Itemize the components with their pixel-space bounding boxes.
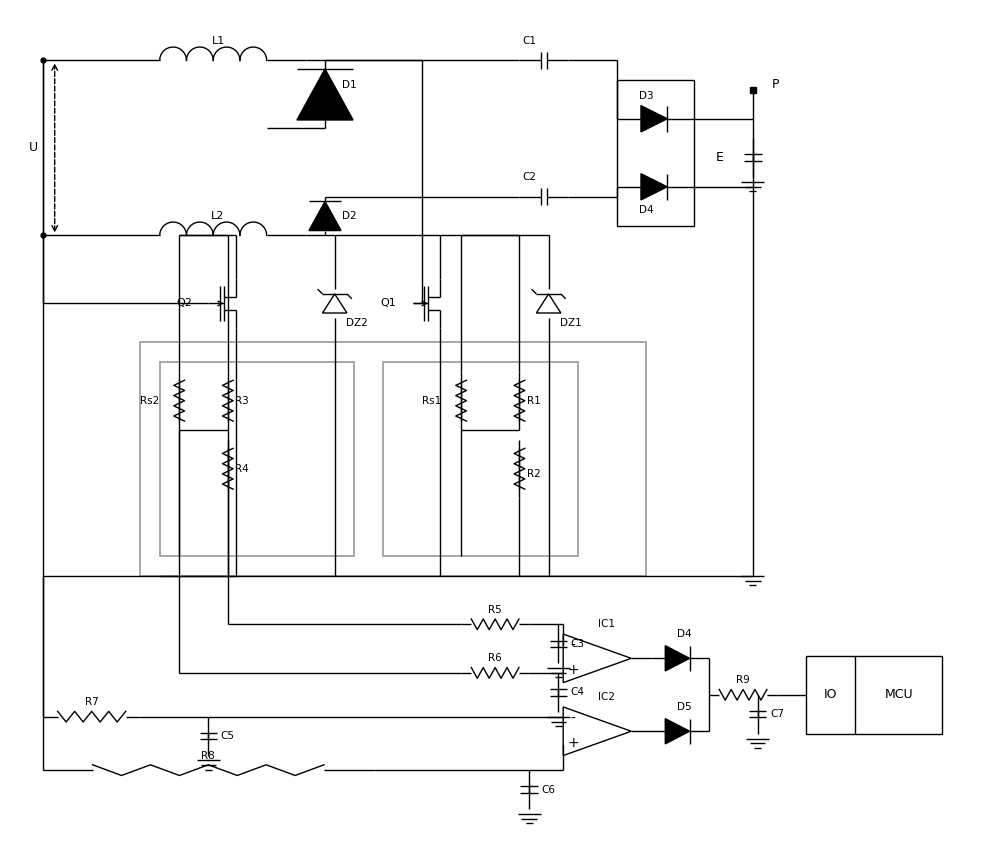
Text: D4: D4 [639,205,653,215]
Text: +: + [567,664,579,677]
Text: R5: R5 [488,604,502,615]
Text: U: U [29,141,38,155]
Bar [160,362,354,556]
Text: IC2: IC2 [598,692,615,702]
Text: D1: D1 [342,80,357,90]
Text: D3: D3 [639,91,653,101]
Text: L1: L1 [211,36,225,46]
Text: R7: R7 [85,697,99,707]
Polygon shape [297,69,353,120]
Polygon shape [641,105,667,132]
Bar [383,362,578,556]
Text: -: - [570,639,575,653]
Polygon shape [665,646,690,671]
Text: R3: R3 [235,396,249,405]
Text: C4: C4 [571,688,585,697]
Text: C5: C5 [221,731,235,741]
Polygon shape [309,201,341,230]
Text: -: - [570,712,575,726]
Text: E: E [716,151,724,164]
Text: R8: R8 [201,751,215,761]
Text: DZ2: DZ2 [346,318,368,328]
Bar [617,80,694,226]
Bar [140,343,646,575]
Text: D2: D2 [342,211,357,221]
Polygon shape [665,718,690,744]
Text: Q2: Q2 [176,298,192,309]
Text: D4: D4 [677,629,692,639]
Text: Rs1: Rs1 [422,396,442,405]
Text: R1: R1 [527,396,541,405]
Text: IC1: IC1 [598,620,615,629]
Text: R2: R2 [527,468,541,479]
Text: DZ1: DZ1 [560,318,582,328]
Text: IO: IO [824,688,837,701]
Text: L2: L2 [211,211,225,221]
Text: C7: C7 [770,709,784,719]
Text: C3: C3 [571,638,585,649]
Polygon shape [641,173,667,200]
Text: C2: C2 [522,172,536,182]
Bar [806,656,942,734]
Text: Rs2: Rs2 [140,396,160,405]
Text: R6: R6 [488,654,502,663]
Text: R9: R9 [736,675,750,685]
Text: C6: C6 [542,785,556,795]
Text: C1: C1 [522,36,536,46]
Text: MCU: MCU [884,688,913,701]
Text: P: P [772,78,780,91]
Text: D5: D5 [677,702,692,712]
Text: R4: R4 [235,464,249,473]
Text: Q1: Q1 [380,298,396,309]
Text: +: + [567,736,579,751]
